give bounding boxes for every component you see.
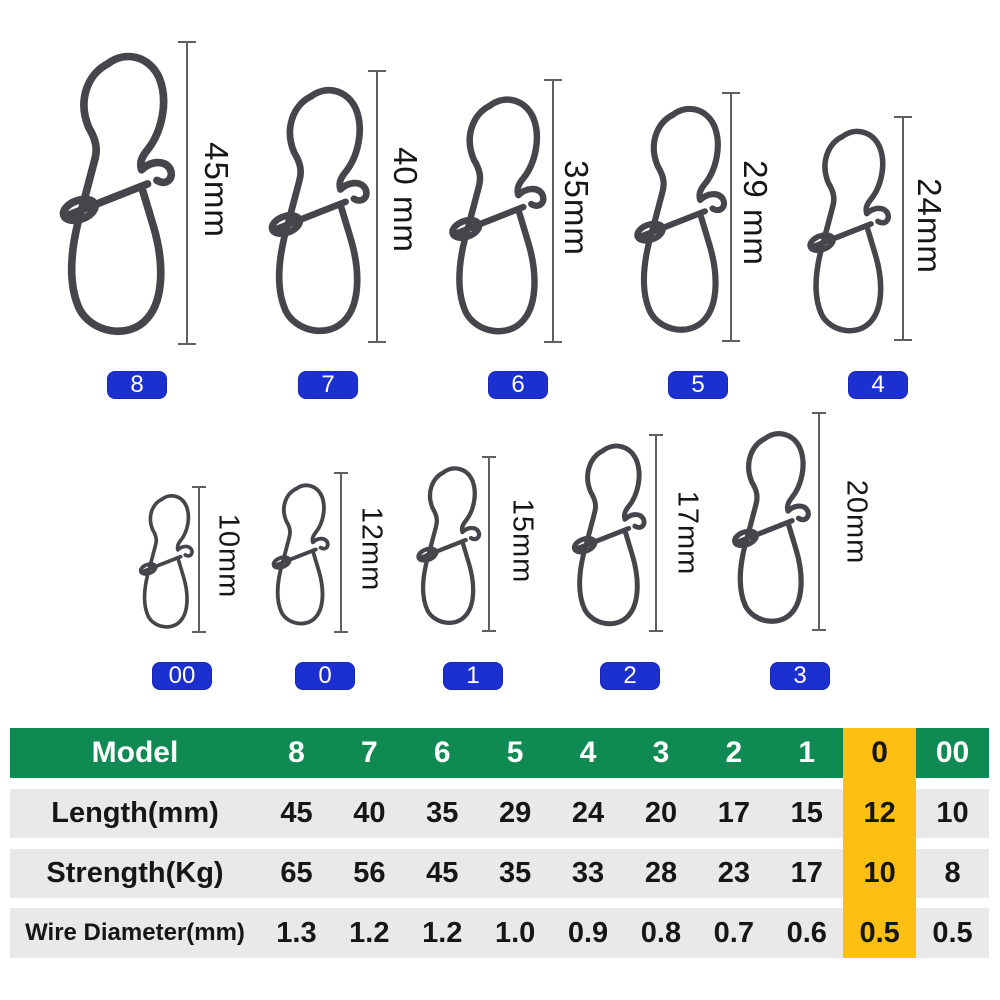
snap-clip-illustration <box>802 118 906 340</box>
dimension-line <box>186 42 188 344</box>
length-label: 40 mm <box>387 147 424 253</box>
length-label: 45mm <box>198 142 235 238</box>
snap-clip-illustration <box>567 434 660 632</box>
column-header: 6 <box>433 736 451 769</box>
column-header: 2 <box>725 736 743 769</box>
column-header: 7 <box>361 736 378 769</box>
snap-size-diagram: 45mm 8 40 mm 7 35mm 6 29 mm 5 24mm 4 10mm 00 12mm 0 15… <box>0 0 1000 720</box>
spec-table: Model 8 7 6 5 4 3 2 1 0 00 Length(mm) 45 40 35 29 24 20 17… <box>10 728 989 958</box>
dimension-line <box>902 117 904 340</box>
table-cell: 8 <box>944 857 961 889</box>
table-cell: 0.5 <box>932 916 973 949</box>
model-badge: 7 <box>298 371 358 399</box>
length-label: 35mm <box>558 160 595 256</box>
model-badge: 00 <box>152 662 212 690</box>
table-cell: 12 <box>843 789 917 838</box>
snap-clip-illustration <box>727 421 825 630</box>
row-label: Strength(Kg) <box>46 857 224 889</box>
snap-clip-illustration <box>628 94 744 340</box>
table-cell: 20 <box>644 797 678 829</box>
length-label: 29 mm <box>737 160 774 266</box>
snap-clip-illustration <box>412 458 493 630</box>
table-cell: 35 <box>499 857 532 889</box>
table-cell: 40 <box>353 797 386 829</box>
column-header: 5 <box>506 736 524 769</box>
length-label: 15mm <box>506 498 539 584</box>
snap-clip-illustration <box>52 38 196 344</box>
table-header-row: Model 8 7 6 5 4 3 2 1 0 00 <box>10 728 989 778</box>
length-label: 24mm <box>911 178 948 274</box>
table-cell: 15 <box>790 797 823 829</box>
table-cell: 0.8 <box>640 916 682 949</box>
table-cell: 23 <box>717 857 750 889</box>
length-label: 17mm <box>671 490 704 576</box>
table-cell: 0.9 <box>567 916 609 949</box>
table-cell: 65 <box>280 857 313 889</box>
column-header: 00 <box>935 736 970 769</box>
model-badge: 5 <box>668 371 728 399</box>
model-badge: 0 <box>295 662 355 690</box>
model-badge: 1 <box>443 662 503 690</box>
dimension-line <box>488 457 490 631</box>
row-label: Length(mm) <box>51 797 219 829</box>
column-header: 4 <box>579 736 597 769</box>
dimension-line <box>730 93 732 341</box>
snap-clip-illustration <box>135 487 204 633</box>
table-cell: 17 <box>790 857 823 889</box>
table-cell: 0.5 <box>843 908 917 958</box>
model-badge: 2 <box>600 662 660 690</box>
column-header: 8 <box>288 736 305 769</box>
column-header: 0 <box>843 728 917 778</box>
snap-clip-illustration <box>262 74 388 342</box>
row-label: Wire Diameter(mm) <box>25 919 245 946</box>
model-badge: 4 <box>848 371 908 399</box>
length-label: 12mm <box>355 506 388 592</box>
table-cell: 0.7 <box>713 916 754 949</box>
model-badge: 3 <box>770 662 830 690</box>
dimension-line <box>340 473 342 632</box>
table-cell: 35 <box>426 797 459 829</box>
snap-clip-illustration <box>443 84 564 342</box>
table-cell: 28 <box>644 857 678 889</box>
dimension-line <box>818 413 820 630</box>
table-cell: 1.3 <box>276 916 317 949</box>
length-label: 10mm <box>212 513 245 599</box>
table-header-label: Model <box>91 736 179 769</box>
table-cell: 1.2 <box>349 916 390 949</box>
table-cell: 1.2 <box>422 916 463 949</box>
table-cell: 24 <box>571 797 605 829</box>
table-cell: 33 <box>571 857 605 889</box>
column-header: 1 <box>798 736 816 769</box>
dimension-line <box>376 71 378 342</box>
table-cell: 29 <box>499 797 532 829</box>
table-cell: 1.0 <box>494 916 536 949</box>
model-badge: 6 <box>488 371 548 399</box>
table-cell: 10 <box>936 797 969 829</box>
dimension-line <box>198 487 200 632</box>
dimension-line <box>552 80 554 342</box>
table-row: Length(mm) 45 40 35 29 24 20 17 15 12 10 <box>10 789 989 838</box>
model-badge: 8 <box>107 371 167 399</box>
dimension-line <box>655 435 657 631</box>
snap-clip-illustration <box>268 476 340 630</box>
table-cell: 56 <box>353 857 386 889</box>
table-cell: 0.6 <box>786 916 827 949</box>
length-label: 20mm <box>840 479 873 565</box>
table-cell: 45 <box>426 857 459 889</box>
table-cell: 45 <box>280 797 313 829</box>
table-cell: 10 <box>843 849 917 898</box>
table-row: Strength(Kg) 65 56 45 35 33 28 23 17 10 8 <box>10 849 989 898</box>
table-cell: 17 <box>717 797 750 829</box>
column-header: 3 <box>652 736 670 769</box>
table-row: Wire Diameter(mm) 1.3 1.2 1.2 1.0 0.9 0.8 0.7 0.… <box>10 908 989 958</box>
